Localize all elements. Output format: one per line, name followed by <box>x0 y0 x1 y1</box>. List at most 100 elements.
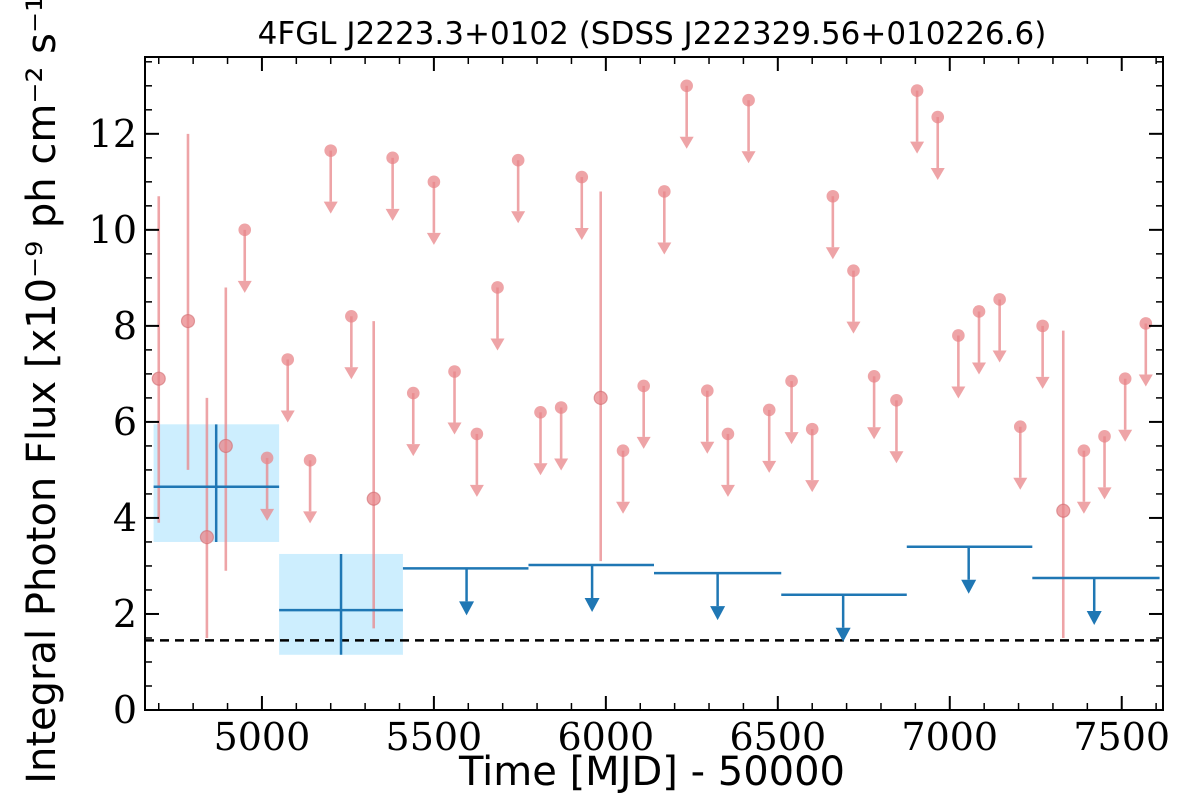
short-bin-upper-limit-arrow <box>846 321 861 334</box>
short-bin-upper-limit-arrow <box>805 480 820 493</box>
long-bin-upper-limit-arrow <box>584 597 600 612</box>
x-tick-label: 7000 <box>901 715 998 759</box>
short-bin-upper-limit-point <box>406 386 420 400</box>
long-bin-upper-limit-arrow <box>459 601 475 616</box>
short-bin-upper-limit-arrow <box>511 211 526 224</box>
short-bin-upper-limit-point <box>448 365 461 378</box>
short-bin-upper-limit-point <box>701 384 714 398</box>
short-bin-upper-limit-arrow <box>867 427 882 440</box>
short-bin-upper-limit-point <box>993 293 1006 306</box>
short-bin-upper-limit-arrow <box>260 508 275 521</box>
y-tick-label: 8 <box>113 304 137 348</box>
short-bin-upper-limit-arrow <box>344 367 359 380</box>
short-bin-upper-limit-point <box>658 185 671 198</box>
long-bin-upper-limit-arrow <box>710 606 726 621</box>
x-tick-label: 6000 <box>557 715 654 759</box>
short-bin-upper-limit-arrow <box>303 511 318 524</box>
short-bin-upper-limit-point <box>867 369 881 383</box>
short-bin-upper-limit-arrow <box>533 463 548 476</box>
y-tick-label: 10 <box>89 208 137 252</box>
short-bin-upper-limit-arrow <box>972 362 987 375</box>
x-tick-label: 5500 <box>386 715 483 759</box>
short-bin-upper-limit-arrow <box>323 201 338 214</box>
short-bin-upper-limit-point <box>281 353 295 366</box>
short-bin-upper-limit-arrow <box>490 338 505 351</box>
short-bin-upper-limit-arrow <box>700 441 715 454</box>
short-bin-upper-limit-arrow <box>657 242 672 255</box>
long-bin-upper-limit-arrow <box>1086 610 1102 625</box>
x-tick-label: 7500 <box>1073 715 1170 759</box>
short-bin-upper-limit-arrow <box>280 410 295 423</box>
short-bin-upper-limit-arrow <box>554 458 569 471</box>
short-bin-upper-limit-point <box>575 170 589 184</box>
y-axis-label: Integral Photon Flux [x10⁻⁹ ph cm⁻² s⁻¹] <box>19 0 65 784</box>
short-bin-upper-limit-point <box>324 144 338 157</box>
short-bin-upper-limit-arrow <box>616 501 631 514</box>
short-bin-upper-limit-point <box>616 444 630 458</box>
short-bin-upper-limit-arrow <box>1118 429 1133 442</box>
short-bin-upper-limit-arrow <box>741 151 756 164</box>
short-bin-upper-limit-arrow <box>1097 487 1112 500</box>
short-bin-upper-limit-arrow <box>1138 374 1153 387</box>
short-bin-upper-limit-arrow <box>930 168 945 181</box>
short-bin-data-point <box>218 438 233 454</box>
y-tick-label: 4 <box>113 496 137 540</box>
y-tick-label: 6 <box>113 400 137 444</box>
short-bin-upper-limit-arrow <box>426 232 441 245</box>
short-bin-upper-limit-arrow <box>784 432 799 445</box>
short-bin-upper-limit-point <box>762 403 776 417</box>
x-axis-label: Time [MJD] - 50000 <box>458 749 845 795</box>
short-bin-data-point <box>180 313 196 329</box>
short-bin-upper-limit-point <box>742 93 755 107</box>
short-bin-upper-limit-point <box>1036 319 1049 333</box>
short-bin-upper-limit-point <box>952 329 965 342</box>
short-bin-upper-limit-point <box>721 427 735 441</box>
short-bin-upper-limit-arrow <box>720 484 735 497</box>
short-bin-upper-limit-point <box>345 309 358 323</box>
chart-title: 4FGL J2223.3+0102 (SDSS J222329.56+01022… <box>258 16 1047 52</box>
short-bin-upper-limit-arrow <box>889 451 904 464</box>
short-bin-upper-limit-arrow <box>385 208 400 221</box>
short-bin-upper-limit-point <box>680 79 693 93</box>
short-bin-upper-limit-point <box>427 175 441 189</box>
x-tick-label: 6500 <box>729 715 826 759</box>
short-bin-upper-limit-point <box>847 264 860 277</box>
short-bin-upper-limit-point <box>805 422 819 436</box>
short-bin-upper-limit-point <box>890 394 903 407</box>
short-bin-upper-limit-arrow <box>447 422 462 435</box>
short-bin-upper-limit-arrow <box>910 141 925 154</box>
short-bin-upper-limit-point <box>910 84 924 97</box>
short-bin-upper-limit-point <box>511 153 525 167</box>
short-bin-upper-limit-arrow <box>1076 501 1091 514</box>
short-bin-series <box>151 79 1153 638</box>
short-bin-upper-limit-arrow <box>825 247 840 260</box>
x-tick-label: 5000 <box>214 715 311 759</box>
short-bin-upper-limit-arrow <box>636 436 651 449</box>
short-bin-upper-limit-point <box>785 374 798 388</box>
short-bin-data-point <box>366 491 381 506</box>
y-tick-label: 12 <box>89 112 137 156</box>
short-bin-upper-limit-point <box>1013 420 1027 434</box>
short-bin-upper-limit-arrow <box>574 228 589 241</box>
short-bin-upper-limit-arrow <box>951 386 966 399</box>
long-bin-upper-limit-arrow <box>961 579 977 594</box>
short-bin-upper-limit-point <box>303 454 317 467</box>
short-bin-upper-limit-point <box>972 305 986 318</box>
long-bin-series <box>153 424 1160 655</box>
short-bin-upper-limit-point <box>491 281 504 294</box>
short-bin-upper-limit-point <box>260 451 274 465</box>
short-bin-upper-limit-point <box>470 427 484 441</box>
short-bin-upper-limit-point <box>238 223 252 237</box>
short-bin-upper-limit-arrow <box>679 136 694 149</box>
axes: 5000 5500 6000 6500 7000 7500 0 2 4 6 8 10 12 <box>89 56 1170 759</box>
plot-frame <box>144 56 1164 711</box>
short-bin-upper-limit-point <box>1098 430 1111 443</box>
short-bin-data-point <box>593 390 608 406</box>
short-bin-upper-limit-arrow <box>469 484 484 497</box>
short-bin-upper-limit-arrow <box>992 350 1007 363</box>
short-bin-upper-limit-point <box>1118 372 1132 385</box>
short-bin-upper-limit-point <box>554 401 568 414</box>
short-bin-data-point <box>151 371 166 386</box>
long-bin-upper-limit-arrow <box>835 627 851 642</box>
